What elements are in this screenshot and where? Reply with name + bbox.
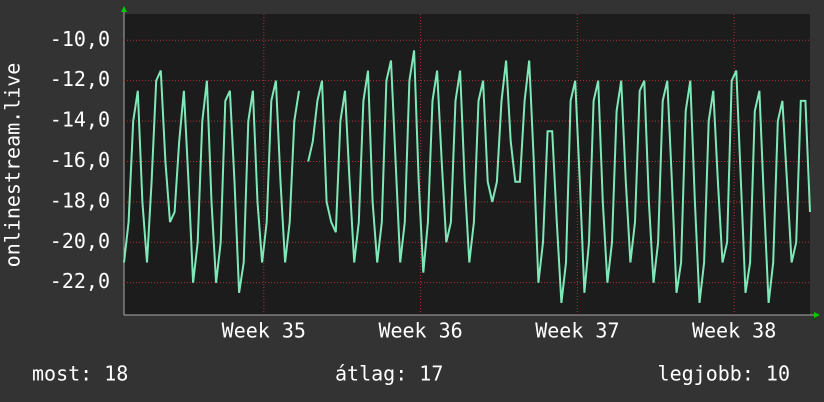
y-tick-label: -20,0 — [50, 229, 110, 253]
y-tick-label: -22,0 — [50, 269, 110, 293]
y-tick-label: -16,0 — [50, 148, 110, 172]
stat-average: átlag: 17 — [335, 362, 443, 386]
y-tick-label: -18,0 — [50, 188, 110, 212]
y-tick-label: -12,0 — [50, 67, 110, 91]
y-arrow — [121, 6, 127, 12]
x-tick-label: Week 35 — [222, 319, 306, 343]
data-line — [123, 50, 811, 304]
y-axis-label: onlinestream.live — [1, 63, 25, 268]
x-tick-label: Week 38 — [692, 319, 776, 343]
x-tick-label: Week 37 — [535, 319, 619, 343]
x-tick-label: Week 36 — [378, 319, 462, 343]
stat-max: legjobb: 10 — [658, 362, 790, 386]
y-tick-label: -10,0 — [50, 27, 110, 51]
stat-current: most: 18 — [32, 362, 128, 386]
y-tick-label: -14,0 — [50, 108, 110, 132]
x-arrow — [814, 312, 820, 318]
